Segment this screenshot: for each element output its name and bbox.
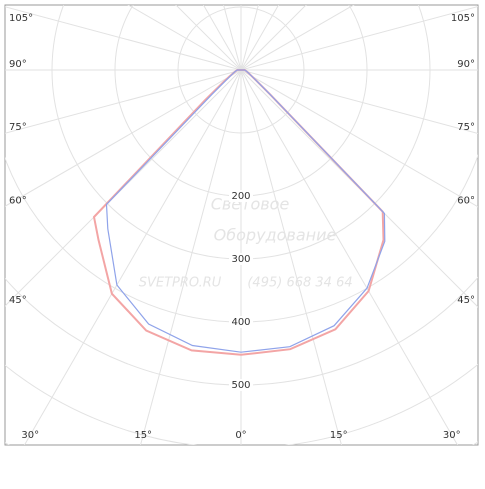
radial-line	[240, 5, 355, 71]
radial-line	[175, 5, 242, 71]
watermark-text: (495) 668 34 64	[247, 276, 352, 291]
angle-tick-label: 75°	[9, 122, 27, 133]
radial-line	[5, 69, 242, 134]
angle-tick-label: 45°	[9, 295, 27, 306]
angle-tick-label: 15°	[330, 430, 348, 441]
angle-tick-label: 15°	[134, 430, 152, 441]
angle-tick-label: 30°	[21, 430, 39, 441]
r-tick-label: 300	[231, 254, 250, 265]
r-label-bg	[229, 316, 253, 328]
radial-line	[202, 5, 242, 71]
angle-tick-label: 60°	[9, 195, 27, 206]
intensity-curve	[105, 69, 386, 353]
r-tick-label: 400	[231, 317, 250, 328]
radial-line	[240, 5, 478, 71]
angle-tick-label: 75°	[457, 122, 475, 133]
angle-tick-label: 105°	[9, 13, 33, 24]
r-label-bg	[229, 253, 253, 265]
radial-line	[240, 69, 342, 445]
radial-line	[240, 69, 478, 308]
angle-tick-label: 45°	[457, 295, 475, 306]
r-label-bg	[229, 379, 253, 391]
angle-tick-label: 30°	[443, 430, 461, 441]
r-tick-label: 500	[231, 380, 250, 391]
radial-line	[5, 69, 242, 207]
r-label-bg	[229, 190, 253, 202]
radial-line	[240, 69, 478, 208]
angle-tick-label: 105°	[451, 13, 475, 24]
radial-line	[127, 5, 242, 71]
radial-line	[240, 69, 478, 135]
radial-line	[140, 69, 242, 445]
angle-tick-label: 60°	[457, 195, 475, 206]
curves	[92, 69, 386, 356]
radial-line	[5, 6, 242, 71]
radial-line	[240, 69, 459, 445]
r-tick-label: 200	[231, 191, 250, 202]
radial-line	[240, 5, 307, 71]
angle-tick-label: 90°	[9, 59, 27, 70]
watermark-text: Оборудование	[214, 226, 337, 245]
angle-tick-label: 90°	[457, 59, 475, 70]
radial-line	[23, 69, 242, 445]
radial-line	[240, 5, 280, 71]
watermark-text: SVETPRO.RU	[139, 276, 222, 291]
labels: 200 300 400 500 105° 90° 75° 60° 45° 30° 15° 0° 15° 3…	[9, 13, 475, 441]
radial-line	[5, 69, 242, 307]
angle-tick-label: 0°	[235, 430, 246, 441]
